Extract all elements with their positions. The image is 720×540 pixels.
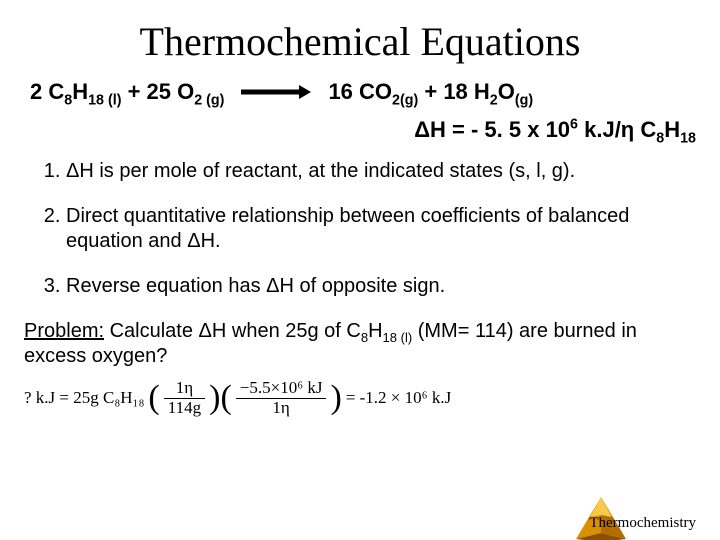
list-item: Reverse equation has ΔH of opposite sign… — [66, 274, 680, 299]
frac-num: 1η — [164, 379, 205, 399]
equation-row: 2 C8H18 (l) + 25 O2 (g) 16 CO2(g) + 18 H… — [0, 79, 720, 111]
calc-fraction-2: −5.5×10⁶ kJ 1η — [236, 379, 327, 417]
equation-rhs: 16 CO2(g) + 18 H2O(g) — [328, 79, 533, 105]
footer-label: Thermochemistry — [589, 515, 696, 532]
equation-lhs: 2 C8H18 (l) + 25 O2 (g) — [30, 79, 224, 105]
reaction-arrow-icon — [236, 85, 316, 99]
frac-num: −5.5×10⁶ kJ — [236, 379, 327, 399]
frac-den: 1η — [236, 399, 327, 418]
slide-title: Thermochemical Equations — [0, 18, 720, 65]
problem-text: Calculate ΔH when 25g of C8H18 (l) (MM= … — [24, 320, 637, 367]
delta-h-value: ΔH = - 5. 5 x 106 k.J/η C8H18 — [0, 111, 720, 153]
list-item: ΔH is per mole of reactant, at the indic… — [66, 159, 680, 184]
problem-statement: Problem: Calculate ΔH when 25g of C8H18 … — [24, 319, 696, 369]
calc-fraction-1: 1η 114g — [164, 379, 205, 417]
calc-result: = -1.2 × 10⁶ k.J — [346, 388, 451, 408]
frac-den: 114g — [164, 399, 205, 418]
list-item: Direct quantitative relationship between… — [66, 204, 680, 254]
problem-label: Problem: — [24, 320, 104, 342]
calc-prefix: ? k.J = 25g C₈H₁₈ — [24, 388, 144, 408]
calculation-line: ? k.J = 25g C₈H₁₈ ( 1η 114g ) ( −5.5×10⁶… — [20, 379, 720, 417]
bullet-list: ΔH is per mole of reactant, at the indic… — [40, 159, 680, 299]
